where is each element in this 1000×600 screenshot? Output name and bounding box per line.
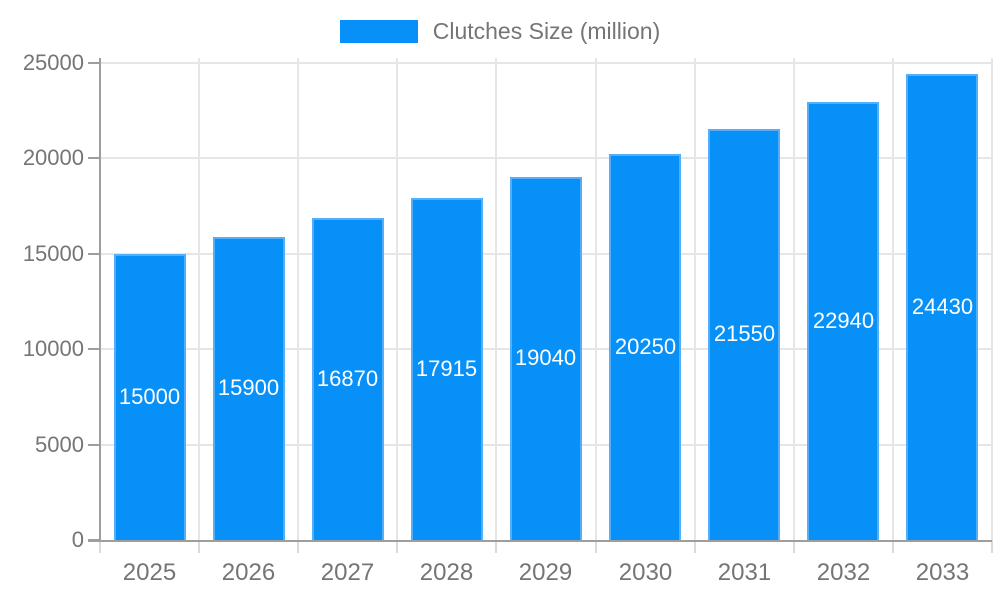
x-tick-mark [495,540,497,553]
x-tick-mark [595,540,597,553]
x-tick-mark [694,540,696,553]
x-gridline [892,58,894,540]
bar[interactable] [609,154,681,540]
x-tick-label: 2029 [518,559,573,586]
bar[interactable] [708,129,780,540]
legend[interactable]: Clutches Size (million) [0,20,1000,43]
y-tick-mark [88,444,100,446]
x-axis-line [88,540,992,542]
y-tick-mark [88,348,100,350]
x-gridline [198,58,200,540]
legend-label: Clutches Size (million) [432,18,661,44]
x-tick-label: 2032 [816,559,871,586]
x-tick-mark [892,540,894,553]
y-tick-label: 5000 [35,432,84,457]
y-tick-mark [88,253,100,255]
bar[interactable] [213,237,285,540]
x-tick-mark [99,540,101,553]
bar[interactable] [510,177,582,540]
x-gridline [991,58,993,540]
x-tick-label: 2026 [221,559,276,586]
x-tick-label: 2027 [320,559,375,586]
x-gridline [595,58,597,540]
x-tick-label: 2033 [915,559,970,586]
bar[interactable] [906,74,978,540]
bar[interactable] [807,102,879,540]
y-tick-label: 0 [71,527,84,552]
y-tick-label: 15000 [22,241,84,266]
x-gridline [297,58,299,540]
y-gridline [100,62,992,64]
y-tick-mark [88,157,100,159]
x-tick-label: 2030 [618,559,673,586]
y-tick-label: 20000 [22,145,84,170]
legend-swatch-icon [339,20,418,43]
bar[interactable] [312,218,384,540]
y-tick-label: 25000 [22,50,84,75]
bar[interactable] [411,198,483,540]
x-tick-label: 2025 [122,559,177,586]
x-gridline [495,58,497,540]
x-tick-mark [991,540,993,553]
x-gridline [793,58,795,540]
y-axis-line [99,58,101,542]
x-tick-mark [396,540,398,553]
x-tick-mark [793,540,795,553]
x-tick-mark [297,540,299,553]
y-tick-label: 10000 [22,336,84,361]
bar[interactable] [114,254,186,540]
x-tick-label: 2028 [419,559,474,586]
x-gridline [694,58,696,540]
x-tick-label: 2031 [717,559,772,586]
y-tick-mark [88,62,100,64]
y-gridline [100,157,992,159]
x-gridline [396,58,398,540]
x-tick-mark [198,540,200,553]
